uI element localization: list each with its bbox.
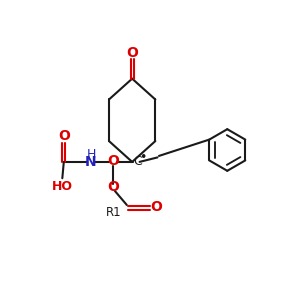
Text: O: O [58, 129, 70, 143]
Text: O: O [151, 200, 163, 214]
Text: R1: R1 [106, 206, 121, 219]
Text: O: O [107, 180, 119, 194]
Text: H: H [87, 148, 96, 161]
Text: C: C [133, 155, 142, 168]
Text: N: N [85, 155, 96, 170]
Text: O: O [126, 46, 138, 59]
Text: O: O [107, 154, 119, 168]
Text: HO: HO [52, 180, 73, 193]
Text: •: • [140, 151, 147, 164]
